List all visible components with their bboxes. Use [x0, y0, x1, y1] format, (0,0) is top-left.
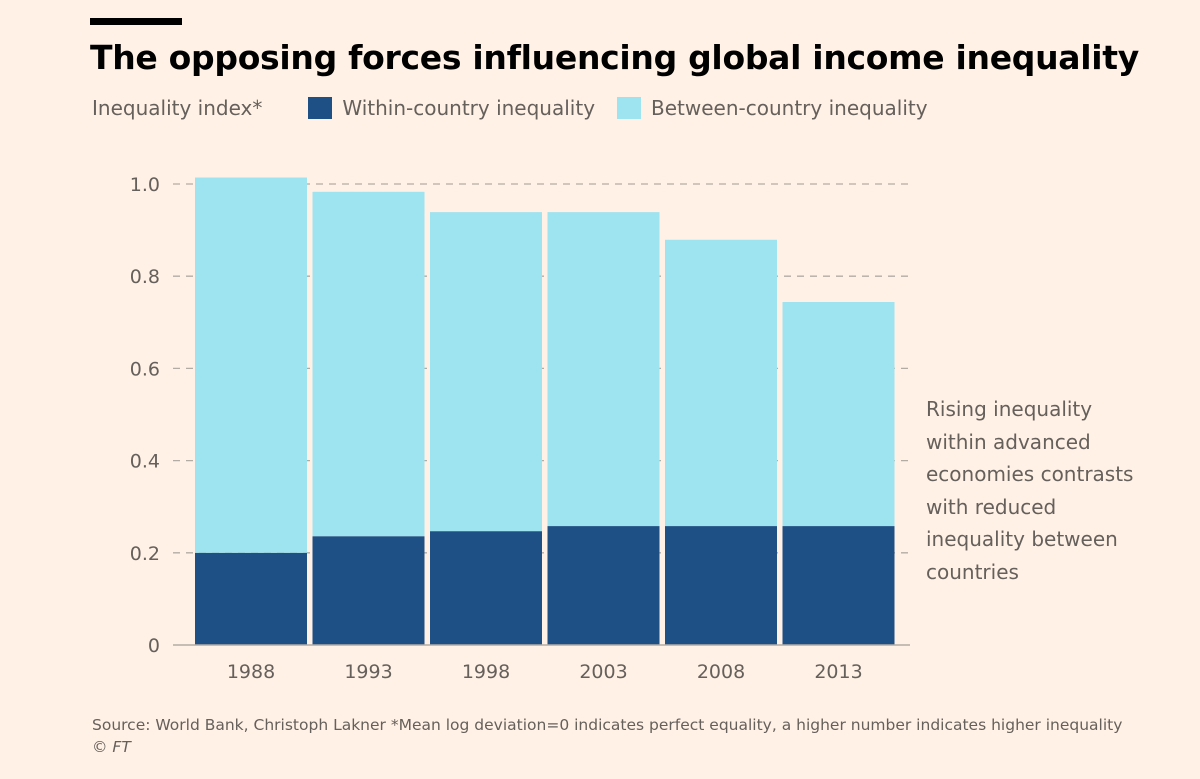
bar-within-country-1998: [430, 531, 542, 645]
bar-within-country-2008: [665, 526, 777, 645]
bar-between-country-1998: [430, 212, 542, 532]
bars: [195, 177, 895, 645]
x-tick-label: 2003: [579, 661, 627, 683]
legend: Inequality index* Within-country inequal…: [92, 96, 950, 120]
bar-between-country-2013: [782, 302, 895, 527]
annotation-line: economies contrasts: [926, 462, 1134, 486]
bar-within-country-2013: [782, 526, 895, 645]
x-tick-label: 1998: [462, 661, 510, 683]
y-tick-label: 1.0: [130, 174, 160, 196]
copyright-credit: © FT: [92, 738, 131, 756]
x-tick-label: 2013: [814, 661, 862, 683]
y-axis-unit-label: Inequality index*: [92, 96, 263, 120]
x-tick-label: 2008: [697, 661, 745, 683]
bar-between-country-2008: [665, 239, 777, 527]
chart-title: The opposing forces influencing global i…: [90, 38, 1139, 77]
legend-swatch-between-country: [617, 97, 642, 119]
x-axis-ticks: 1988 1993 1998 2003 2008 2013: [227, 661, 863, 683]
annotation-line: with reduced: [926, 494, 1057, 519]
x-tick-label: 1993: [344, 661, 392, 683]
legend-item-between-country: Between-country inequality: [617, 96, 928, 120]
bar-within-country-1988: [195, 552, 307, 645]
y-axis-ticks: 0 0.2 0.4 0.6 0.8 1.0: [130, 174, 160, 657]
annotation-line: inequality between: [926, 527, 1118, 551]
legend-label-between-country: Between-country inequality: [651, 96, 928, 120]
bar-between-country-1993: [312, 191, 425, 537]
annotation-line: within advanced: [926, 429, 1091, 454]
bar-between-country-1988: [195, 177, 307, 553]
title-rule: [90, 18, 182, 25]
y-tick-label: 0.6: [130, 358, 160, 380]
legend-label-within-country: Within-country inequality: [342, 96, 596, 120]
legend-item-within-country: Within-country inequality: [308, 96, 595, 120]
y-tick-label: 0.2: [130, 543, 160, 565]
source-note: Source: World Bank, Christoph Lakner *Me…: [92, 716, 1123, 734]
bar-within-country-1993: [312, 536, 425, 645]
bar-within-country-2003: [547, 526, 660, 645]
y-tick-label: 0.4: [130, 451, 160, 473]
annotation-line: Rising inequality: [926, 397, 1093, 421]
y-tick-label: 0.8: [130, 266, 160, 288]
y-tick-label: 0: [148, 635, 160, 657]
annotation-line: countries: [926, 559, 1019, 584]
bar-between-country-2003: [547, 212, 660, 527]
chart-annotation: Rising inequality within advanced econom…: [926, 393, 1156, 588]
x-tick-label: 1988: [227, 661, 275, 683]
legend-swatch-within-country: [308, 97, 333, 119]
